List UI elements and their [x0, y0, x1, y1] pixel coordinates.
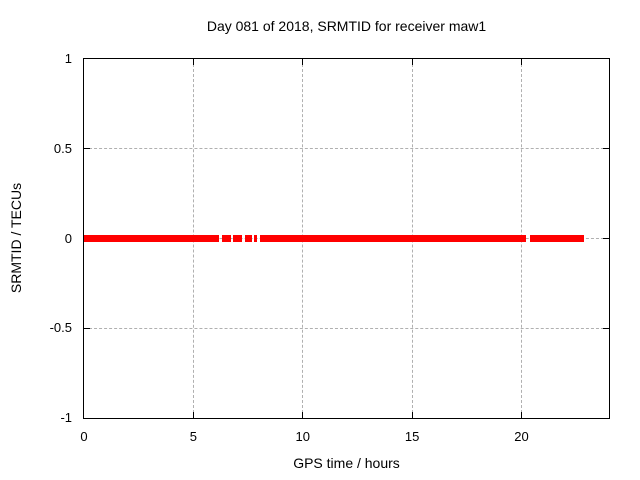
x-tick-mark: [192, 412, 194, 418]
x-tick-mark: [521, 59, 522, 65]
y-tick-label: -0.5: [49, 320, 72, 336]
data-segment: [254, 235, 258, 242]
data-segment: [259, 235, 527, 242]
data-segment: [222, 235, 231, 242]
x-tick-label: 5: [189, 429, 197, 444]
y-gridline: [84, 148, 609, 150]
chart-title: Day 081 of 2018, SRMTID for receiver maw…: [206, 18, 487, 34]
y-tick-label: 0.5: [53, 140, 72, 156]
data-segment: [233, 235, 243, 242]
x-tick-label: 0: [80, 429, 88, 444]
x-tick-mark: [411, 412, 413, 418]
x-tick-mark: [302, 412, 304, 418]
x-tick-label: 20: [514, 429, 529, 444]
y-gridline: [84, 327, 609, 329]
plot-area: 0 5 10 15 20 1 0.5 0 -0.5 -1: [50, 51, 610, 444]
x-tick-mark: [411, 59, 413, 65]
data-segment: [530, 235, 584, 242]
data-segment: [245, 235, 252, 242]
y-tick-label: -1: [60, 410, 72, 425]
y-tick-mark: [84, 327, 90, 329]
y-tick-mark: [603, 238, 609, 239]
x-tick-label: 10: [295, 429, 310, 444]
data-segment: [84, 235, 220, 242]
x-axis-label: GPS time / hours: [293, 455, 400, 471]
x-tick-mark: [192, 59, 194, 65]
y-tick-label: 1: [64, 51, 72, 66]
y-tick-mark: [84, 148, 90, 150]
x-tick-label: 15: [404, 429, 420, 444]
y-tick-mark: [603, 148, 609, 150]
x-tick-mark: [302, 59, 304, 65]
x-tick-mark: [521, 412, 522, 418]
y-tick-mark: [603, 327, 609, 329]
y-tick-label: 0: [64, 230, 72, 246]
